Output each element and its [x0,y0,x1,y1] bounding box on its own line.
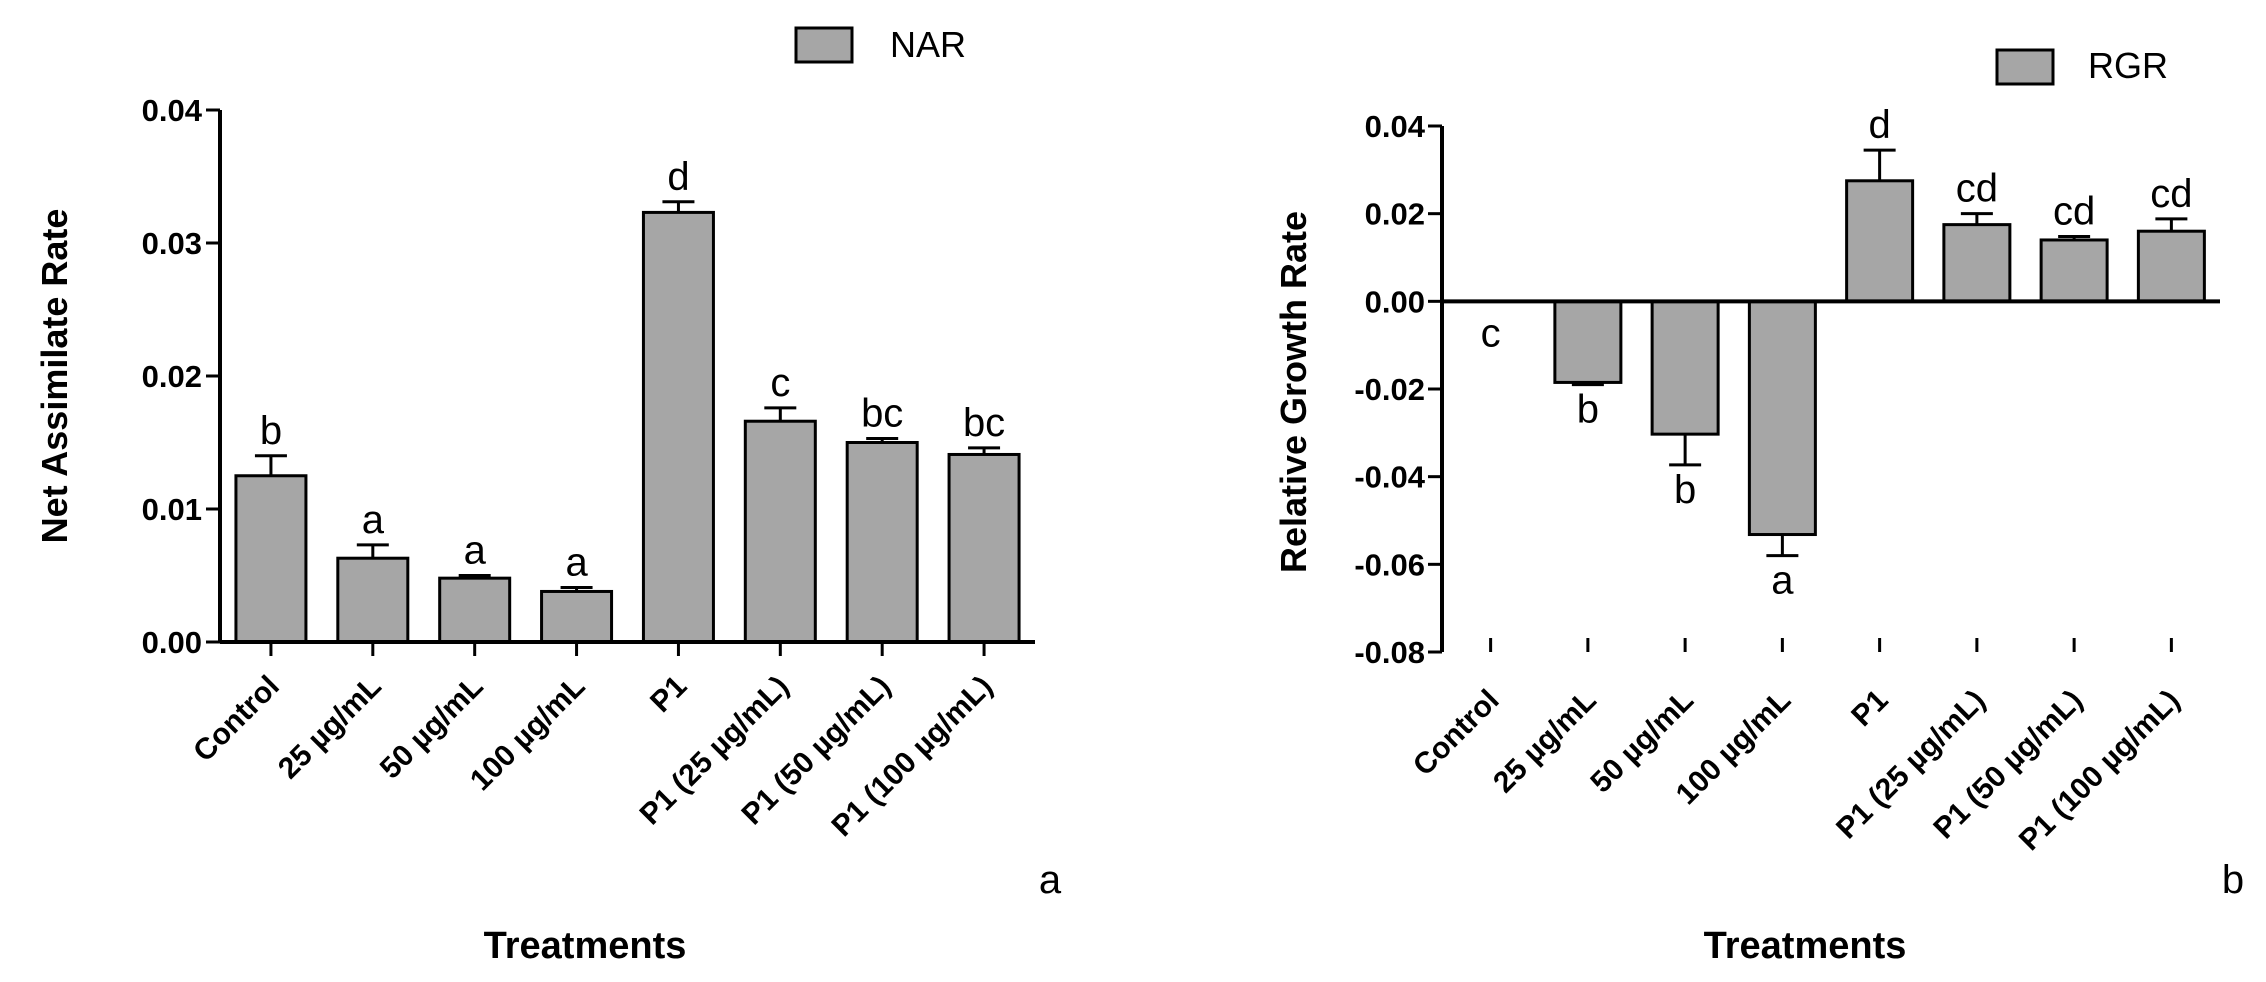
bar-3 [438,576,512,644]
legend-swatch [1995,48,2055,86]
x-category-label-2: 25 µg/mL [1487,684,1603,800]
significance-label-1: b [260,409,282,453]
y-axis-title: Net Assimilate Rate [34,209,75,544]
legend-label: RGR [2088,45,2168,86]
bar-5 [641,210,715,644]
x-axis-title: Treatments [1704,925,1907,967]
y-tick-label-4: -0.02 [1354,372,1425,407]
bar-2 [1553,299,1623,384]
significance-label-4: a [565,540,588,584]
panel-label: a [1039,858,1062,902]
significance-label-7: cd [2053,189,2095,233]
bar-1 [234,474,308,644]
significance-label-6: cd [1956,167,1998,211]
bar-7 [845,441,919,644]
significance-label-4: a [1771,559,1794,603]
y-tick-label-1: 0.00 [142,625,202,660]
x-category-label-2: 25 µg/mL [272,670,388,786]
y-tick-label-7: 0.04 [1365,109,1426,144]
significance-label-6: c [770,361,790,405]
bar-4 [1747,299,1817,537]
bar-8 [2136,229,2206,303]
y-tick-label-4: 0.03 [142,226,202,261]
y-tick-label-2: 0.01 [142,492,202,527]
legend-swatch [794,26,854,64]
y-tick-label-5: 0.04 [142,93,203,128]
y-axis-title: Relative Growth Rate [1273,211,1314,573]
bar-3 [1650,299,1720,436]
significance-label-7: bc [861,392,903,436]
bar-5 [1845,179,1915,303]
significance-label-1: c [1481,311,1501,355]
significance-label-8: cd [2150,172,2192,216]
bar-2 [336,556,410,644]
y-tick-label-2: -0.06 [1354,547,1425,582]
significance-label-5: d [667,155,689,199]
y-tick-label-3: -0.04 [1354,460,1425,495]
chart-panel-b: RGR c b b a d cd cd cd -0.08 -0.06 -0.04 -0.02 0.00 0.… [1273,45,2244,967]
x-category-label-5: P1 [644,670,693,719]
significance-label-5: d [1869,103,1891,147]
y-tick-label-6: 0.02 [1365,197,1425,232]
significance-label-8: bc [963,401,1005,445]
x-axis-title: Treatments [484,925,687,967]
x-category-label-1: Control [1407,684,1506,783]
x-category-label-5: P1 [1845,684,1894,733]
y-tick-label-1: -0.08 [1354,635,1425,670]
x-category-label-1: Control [187,670,286,769]
bar-7 [2039,238,2109,303]
legend-label: NAR [890,24,966,65]
bar-4 [540,589,614,644]
significance-label-3: a [464,529,487,573]
significance-label-3: b [1674,468,1696,512]
significance-label-2: b [1577,388,1599,432]
y-tick-label-3: 0.02 [142,359,202,394]
chart-panel-a: NAR b a a a d c bc bc 0.00 0.01 0.02 0.03 0.04 Control… [34,24,1062,967]
bar-8 [947,452,1021,644]
bar-6 [1942,223,2012,303]
y-tick-label-5: 0.00 [1365,284,1425,319]
bar-6 [743,419,817,644]
panel-label: b [2222,858,2244,902]
significance-label-2: a [362,498,385,542]
